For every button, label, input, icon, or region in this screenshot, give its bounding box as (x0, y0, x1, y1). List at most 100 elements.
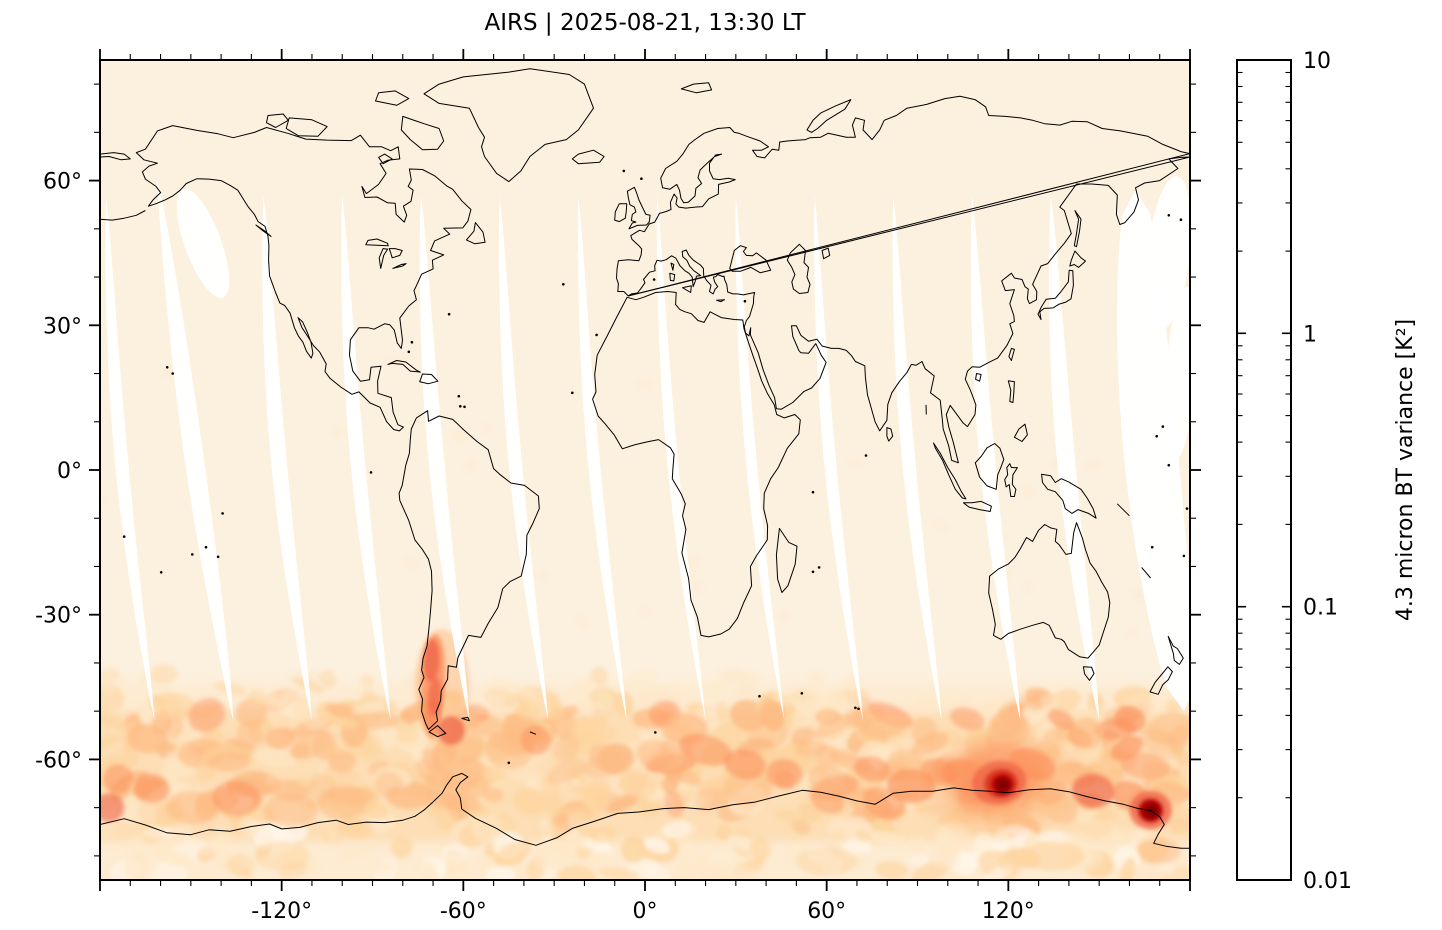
texture-blob (327, 751, 357, 773)
texture-blob (566, 677, 597, 697)
coastline-sumatra (933, 442, 967, 500)
coastline-banks (266, 113, 289, 128)
texture-blob (749, 836, 771, 862)
texture-blob (483, 423, 492, 433)
island-dot (159, 571, 163, 574)
texture-blob (1138, 826, 1156, 843)
coastline-hispaniola (419, 373, 439, 385)
texture-blob (759, 699, 784, 728)
texture-blob (464, 458, 477, 472)
coastline-australia (988, 522, 1111, 659)
texture-blob (524, 689, 547, 707)
coastline-aral (821, 247, 831, 260)
coastline-java (963, 500, 992, 512)
heat-blob (636, 739, 684, 770)
texture-blob (907, 837, 927, 854)
island-dot (622, 169, 626, 173)
colorbar: 10 1 0.1 0.01 (1236, 49, 1352, 894)
texture-blob (774, 809, 810, 828)
colorbar-axis-label: 4.3 micron BT variance [K²] (1393, 319, 1418, 621)
texture-blob (1168, 724, 1189, 752)
texture-blob (1020, 485, 1035, 498)
texture-blob (1120, 752, 1171, 780)
texture-blob (950, 707, 985, 731)
texture-blob (1148, 857, 1190, 880)
coastline-corsica (670, 262, 675, 271)
texture-blob (493, 840, 532, 867)
texture-blob (482, 787, 504, 803)
coastline-southampton (378, 153, 393, 165)
y-tick-label: 60° (43, 170, 82, 195)
heat-blob (437, 716, 465, 745)
coastline-antarctica (100, 772, 1190, 849)
texture-blob (124, 853, 150, 880)
texture-blob (624, 668, 658, 689)
texture-blob (1132, 590, 1146, 601)
island-dot (1155, 434, 1158, 438)
texture-blob (693, 786, 725, 812)
island-dot (864, 454, 868, 457)
y-tick-label: 30° (43, 314, 82, 339)
texture-blob (701, 679, 729, 697)
texture-blob (512, 787, 547, 815)
texture-blob (573, 692, 589, 709)
texture-blob (1114, 705, 1146, 733)
texture-blob (438, 791, 482, 813)
texture-blob (866, 816, 897, 836)
texture-blob (379, 857, 398, 878)
texture-blob (1071, 717, 1103, 750)
coastline-eurasia_s (627, 156, 1190, 464)
swath-gap (1117, 190, 1190, 712)
island-dot (407, 350, 411, 354)
coastline-erie (392, 263, 407, 269)
texture-blob (546, 758, 587, 786)
heat-blob (854, 756, 891, 782)
island-dot (221, 512, 224, 515)
heat-blob (678, 734, 733, 766)
island-dot (216, 555, 220, 559)
island-dot (369, 471, 373, 474)
coastline-new_caledonia (1141, 567, 1151, 579)
texture-blob (678, 849, 693, 874)
x-tick-label: 0° (633, 899, 658, 924)
texture-blob (100, 667, 119, 683)
plot-title: AIRS | 2025-08-21, 13:30 LT (484, 10, 806, 36)
coastline-luzon (1007, 380, 1015, 403)
texture-blob (185, 867, 217, 880)
coastline-south_america (398, 410, 540, 730)
island-dot (1179, 218, 1183, 221)
heat-blob (423, 638, 440, 683)
island-dot (165, 366, 169, 369)
texture-blob (719, 864, 757, 880)
swath-gap (498, 195, 549, 721)
colorbar-tick-label: 0.01 (1303, 869, 1352, 894)
heat-blob (766, 759, 803, 789)
texture-blob (1040, 693, 1058, 711)
texture-blob (588, 850, 615, 865)
island-dot (204, 545, 208, 549)
coastline-michigan (378, 248, 389, 269)
coastline-falklands (461, 716, 470, 722)
x-tick-label: -60° (440, 899, 487, 924)
texture-blob (689, 864, 730, 880)
island-dot (447, 312, 451, 316)
island-dot (171, 372, 174, 375)
texture-blob (1126, 629, 1138, 638)
texture-blob (596, 693, 615, 712)
texture-blob (1024, 581, 1031, 593)
texture-blob (664, 790, 684, 818)
texture-blob (620, 835, 648, 863)
swath-gap (419, 195, 470, 721)
island-dot (1185, 507, 1189, 510)
texture-blob (236, 720, 264, 749)
coastline-eurasia_n (616, 95, 1190, 297)
heat-blob (263, 793, 319, 827)
texture-blob (264, 727, 296, 750)
heat-blob (100, 793, 125, 823)
coastline-hainan (975, 373, 982, 382)
texture-blob (100, 494, 106, 506)
island-dot (595, 333, 598, 337)
texture-blob (258, 689, 280, 703)
texture-blob (826, 818, 847, 834)
coastline-vancouver (255, 224, 272, 237)
